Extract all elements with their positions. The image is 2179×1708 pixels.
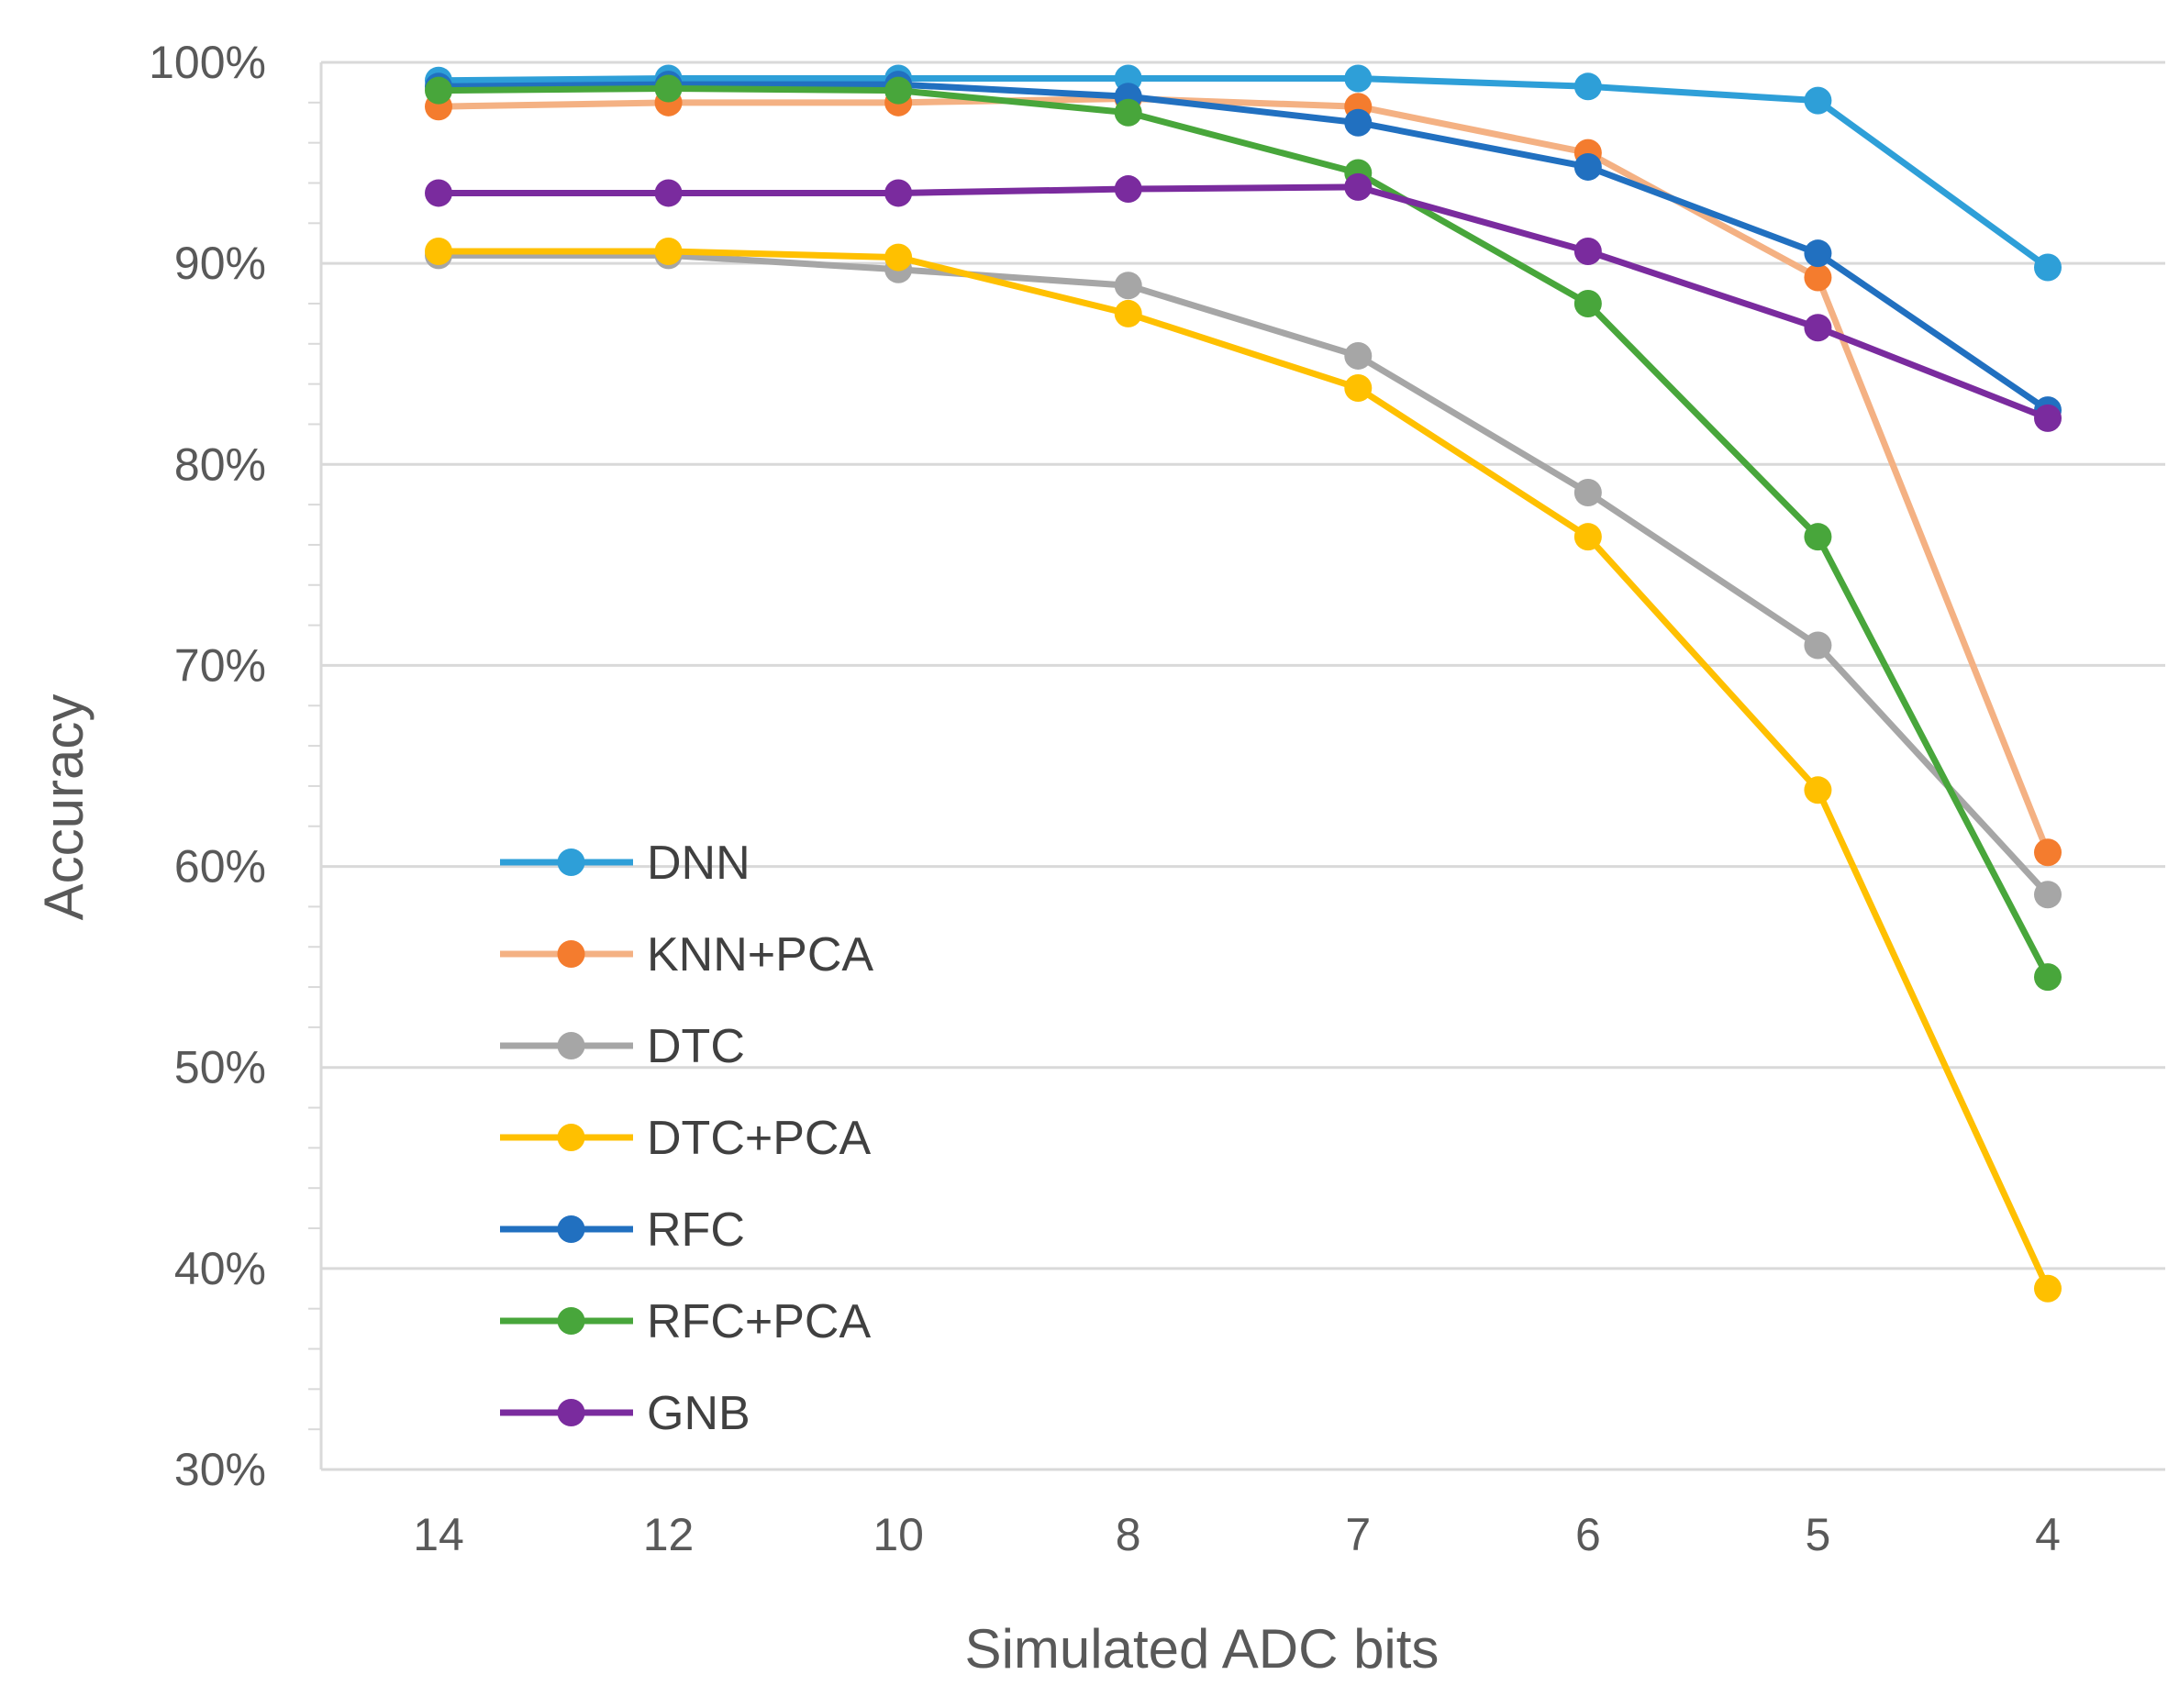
series-line-rfc-pca	[438, 84, 2051, 979]
data-point-dtc-pca	[884, 243, 913, 272]
x-tick-label: 6	[1575, 1509, 1601, 1560]
y-tick-label: 50%	[174, 1042, 266, 1093]
series-line-dtc-pca	[439, 248, 2051, 1291]
y-tick-label: 30%	[174, 1444, 266, 1495]
x-axis-title: Simulated ADC bits	[965, 1618, 1440, 1680]
data-point-knn-pca	[2034, 838, 2062, 867]
data-point-dnn	[1344, 64, 1373, 93]
data-point-rfc	[1344, 108, 1373, 137]
legend-label: DNN	[647, 837, 750, 890]
data-point-gnb	[884, 179, 913, 207]
data-point-rfc-pca	[884, 76, 913, 105]
data-point-knn-pca	[1804, 263, 1832, 292]
data-point-dtc	[1114, 272, 1142, 300]
data-point-dtc-pca	[1573, 523, 1602, 551]
data-point-dtc-pca	[1344, 374, 1373, 403]
legend-marker	[557, 1307, 585, 1335]
gridlines	[321, 61, 2165, 1270]
data-point-rfc	[1804, 239, 1832, 268]
x-tick-label: 14	[413, 1509, 464, 1560]
legend-label: GNB	[647, 1387, 750, 1440]
series-line-knn-pca	[438, 94, 2051, 854]
data-point-gnb	[654, 179, 683, 207]
x-tick-label: 10	[873, 1509, 924, 1560]
legend-label: RFC	[647, 1203, 745, 1257]
tick-labels: 30% 40% 50% 60% 70% 80% 90% 100% 14 12 10 8 7 6 5 4	[149, 37, 2061, 1560]
series-rfc-pca	[425, 74, 2062, 992]
y-axis-title: Accuracy	[33, 694, 94, 921]
data-point-gnb	[1114, 175, 1142, 204]
data-point-dnn	[1804, 86, 1832, 115]
data-point-rfc-pca	[654, 74, 683, 103]
x-tick-label: 5	[1806, 1509, 1831, 1560]
y-tick-label: 70%	[174, 639, 266, 691]
data-point-dtc	[1804, 631, 1832, 660]
x-tick-label: 7	[1345, 1509, 1371, 1560]
legend-marker	[557, 848, 585, 876]
data-point-rfc	[1573, 152, 1602, 181]
data-point-rfc-pca	[425, 76, 452, 105]
data-point-dtc-pca	[654, 237, 683, 265]
axes	[308, 62, 2165, 1471]
y-tick-label: 80%	[174, 438, 266, 490]
legend-item-rfc: RFC	[500, 1203, 745, 1257]
data-point-gnb	[1573, 237, 1602, 265]
y-tick-label: 60%	[174, 841, 266, 893]
data-point-gnb	[425, 179, 452, 207]
legend-marker	[557, 1215, 585, 1243]
legend-item-dtc: DTC	[500, 1020, 745, 1073]
data-point-dtc	[1344, 341, 1373, 370]
data-point-rfc-pca	[1804, 523, 1832, 551]
legend-label: DTC	[647, 1020, 745, 1073]
data-point-dtc-pca	[425, 237, 452, 265]
data-point-rfc-pca	[1573, 289, 1602, 317]
legend-marker	[557, 940, 585, 968]
legend-item-dnn: DNN	[500, 837, 750, 890]
x-tick-label: 4	[2035, 1509, 2061, 1560]
y-tick-label: 40%	[174, 1243, 266, 1294]
data-point-dnn	[2034, 253, 2062, 282]
legend-item-dtc-pca: DTC+PCA	[500, 1112, 871, 1165]
data-point-rfc-pca	[1114, 98, 1142, 127]
data-point-dtc	[2034, 881, 2062, 909]
data-point-dnn	[1573, 72, 1602, 101]
data-point-dtc	[1573, 478, 1602, 506]
data-point-gnb	[1344, 172, 1373, 201]
y-tick-label: 100%	[149, 37, 266, 88]
series-line-dtc	[439, 251, 2051, 897]
data-point-dtc-pca	[1114, 299, 1142, 327]
legend: DNN KNN+PCA DTC DTC+PCA RFC RFC+PCA GNB	[500, 837, 873, 1440]
legend-label: DTC+PCA	[647, 1112, 871, 1165]
series-line-dnn	[438, 75, 2051, 271]
data-point-dtc-pca	[2034, 1274, 2062, 1303]
legend-marker	[557, 1399, 585, 1426]
series-dtc	[425, 241, 2062, 909]
data-point-dtc-pca	[1804, 776, 1832, 804]
legend-item-gnb: GNB	[500, 1387, 750, 1440]
x-tick-label: 12	[643, 1509, 695, 1560]
legend-item-rfc-pca: RFC+PCA	[500, 1295, 871, 1348]
series-dtc-pca	[425, 237, 2062, 1303]
legend-label: KNN+PCA	[647, 928, 873, 982]
x-tick-label: 8	[1116, 1509, 1141, 1560]
data-point-gnb	[1804, 314, 1832, 342]
series-line-gnb	[439, 183, 2050, 422]
legend-item-knn-pca: KNN+PCA	[500, 928, 873, 982]
series-lines	[425, 64, 2062, 1303]
y-tick-label: 90%	[174, 238, 266, 289]
series-gnb	[425, 172, 2062, 432]
series-line-rfc	[438, 81, 2050, 414]
legend-label: RFC+PCA	[647, 1295, 871, 1348]
legend-marker	[557, 1124, 585, 1151]
data-point-rfc-pca	[2034, 963, 2062, 992]
legend-marker	[557, 1032, 585, 1059]
data-point-gnb	[2034, 404, 2062, 432]
